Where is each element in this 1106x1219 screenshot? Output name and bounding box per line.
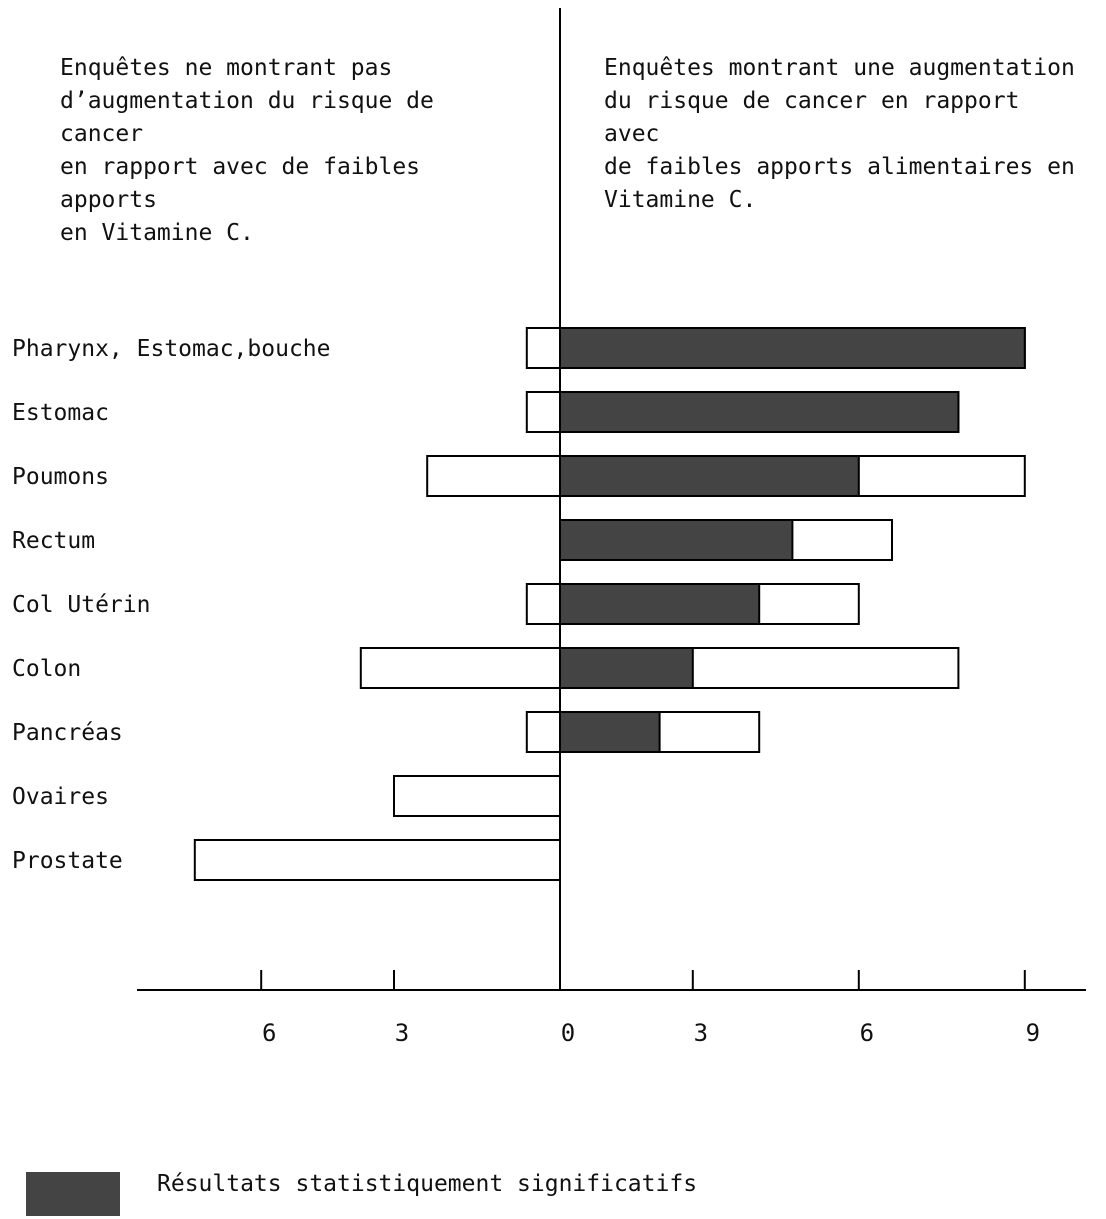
bar-no-increase	[426, 455, 562, 497]
bar-no-increase	[393, 775, 561, 817]
x-tick-label: 3	[395, 1019, 409, 1047]
bar-no-increase	[193, 839, 562, 881]
right-annotation: Enquêtes montrant une augmentation du ri…	[604, 55, 1075, 213]
category-label: Prostate	[12, 848, 123, 874]
left-annotation: Enquêtes ne montrant pas d’augmentation …	[60, 55, 434, 246]
bar-increase-significant	[559, 711, 661, 753]
x-tick-label: 6	[262, 1019, 276, 1047]
category-label: Rectum	[12, 528, 95, 554]
bar-no-increase	[525, 391, 561, 433]
legend-label: Résultats statistiquement significatifs	[157, 1171, 698, 1197]
x-tick-label: 6	[860, 1019, 874, 1047]
category-label: Ovaires	[12, 784, 109, 810]
category-label: Col Utérin	[12, 592, 150, 618]
category-label: Pancréas	[12, 720, 123, 746]
bar-no-increase	[525, 327, 561, 369]
bar-increase-significant	[559, 583, 761, 625]
bar-increase-significant	[559, 519, 794, 561]
x-tick-label: 9	[1026, 1019, 1040, 1047]
bar-no-increase	[525, 711, 561, 753]
bar-no-increase	[525, 583, 561, 625]
category-label: Poumons	[12, 464, 109, 490]
x-tick-label: 0	[561, 1019, 575, 1047]
legend-swatch-significant	[26, 1172, 120, 1216]
bar-increase-significant	[559, 391, 960, 433]
bar-increase-significant	[559, 455, 860, 497]
category-label: Estomac	[12, 400, 109, 426]
category-label: Colon	[12, 656, 81, 682]
bar-increase-significant	[559, 327, 1026, 369]
bar-increase-significant	[559, 647, 694, 689]
category-label: Pharynx, Estomac,bouche	[12, 336, 331, 362]
x-tick-label: 3	[694, 1019, 708, 1047]
bar-no-increase	[359, 647, 561, 689]
